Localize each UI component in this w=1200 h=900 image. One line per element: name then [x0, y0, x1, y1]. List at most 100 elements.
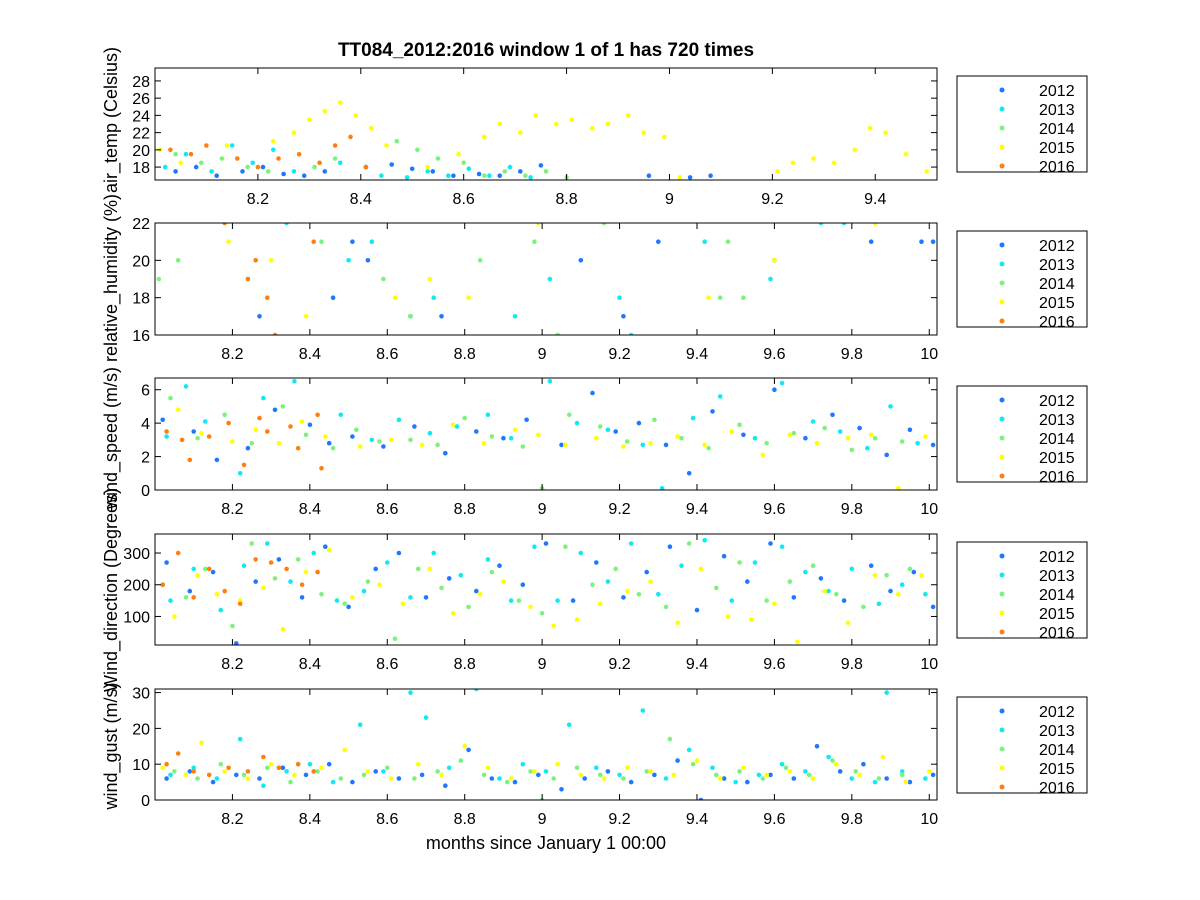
- point-2013: [752, 435, 758, 441]
- point-2013: [899, 582, 905, 587]
- x-tick-label: 10: [920, 501, 938, 518]
- x-tick-label: 8.8: [555, 191, 577, 208]
- point-2014: [830, 758, 835, 763]
- x-tick-label: 8.2: [247, 191, 269, 208]
- x-tick-label: 8.2: [221, 501, 243, 518]
- subplot-3: 8.2 8.4 8.6 8.8 9 9.2 9.4 9.6 9.8 10 0 2 4 6 wind_spee…: [101, 367, 1088, 518]
- point-2014: [435, 156, 441, 161]
- point-2012: [791, 776, 797, 781]
- y-tick-label: 4: [141, 416, 150, 433]
- point-2015: [648, 440, 653, 446]
- point-2012: [323, 544, 328, 549]
- axes-frame: [154, 377, 938, 491]
- point-2015: [924, 169, 929, 174]
- point-2016: [272, 332, 278, 335]
- point-2014: [714, 772, 719, 778]
- point-2014: [156, 276, 162, 282]
- legend-label: 2012: [1039, 549, 1075, 566]
- point-2013: [183, 151, 189, 157]
- point-2013: [686, 747, 692, 753]
- legend: 2012 2013 2014 2015 2016: [956, 541, 1088, 642]
- point-2012: [443, 783, 448, 788]
- x-tick-label: 10: [920, 811, 938, 828]
- point-2015: [845, 435, 851, 441]
- point-2013: [779, 380, 785, 386]
- point-2013: [261, 395, 266, 401]
- point-2012: [930, 442, 936, 448]
- point-2015: [601, 776, 607, 781]
- point-2013: [379, 173, 384, 178]
- point-2015: [178, 160, 183, 166]
- point-2013: [884, 690, 889, 695]
- point-2016: [268, 560, 274, 565]
- point-2014: [265, 169, 271, 174]
- point-2012: [559, 787, 564, 792]
- point-2015: [368, 126, 374, 131]
- point-2015: [365, 769, 371, 774]
- point-2015: [814, 440, 820, 446]
- y-tick-label: 300: [123, 546, 150, 563]
- point-2013: [164, 434, 169, 439]
- point-2014: [392, 636, 398, 641]
- point-2014: [338, 776, 344, 781]
- point-2015: [648, 579, 653, 584]
- point-2016: [179, 437, 185, 443]
- point-2012: [745, 779, 750, 785]
- point-2016: [295, 445, 301, 451]
- point-2012: [430, 169, 436, 174]
- point-2015: [741, 765, 746, 771]
- x-tick-label: 10: [920, 346, 938, 363]
- x-tick-label: 9.4: [686, 346, 708, 363]
- point-2014: [408, 314, 413, 319]
- point-2015: [392, 295, 398, 301]
- point-2014: [458, 758, 464, 763]
- point-2013: [338, 412, 344, 418]
- point-2016: [363, 164, 369, 170]
- legend-label: 2014: [1039, 431, 1075, 448]
- point-2014: [551, 776, 556, 781]
- x-tick-label: 8.8: [454, 346, 476, 363]
- point-2012: [396, 550, 402, 556]
- point-2012: [888, 588, 893, 594]
- legend-marker: [999, 454, 1005, 460]
- legend-marker: [999, 473, 1005, 479]
- point-2014: [667, 736, 673, 742]
- point-2013: [288, 579, 293, 584]
- point-2013: [532, 544, 537, 549]
- point-2013: [237, 736, 243, 742]
- point-2016: [164, 761, 169, 767]
- point-2014: [764, 598, 769, 603]
- point-2015: [605, 121, 610, 127]
- point-2014: [172, 769, 177, 774]
- legend: 2012 2013 2014 2015 2016: [956, 696, 1088, 797]
- point-2014: [714, 585, 719, 591]
- point-2012: [559, 442, 564, 448]
- point-2015: [795, 639, 800, 645]
- point-2015: [195, 572, 200, 578]
- x-tick-label: 8.4: [299, 656, 321, 673]
- point-2012: [276, 557, 282, 562]
- point-2013: [656, 592, 661, 597]
- x-tick-label: 9: [538, 656, 547, 673]
- point-2012: [675, 758, 680, 763]
- axes-frame: [154, 222, 938, 336]
- figure-title: TT084_2012:2016 window 1 of 1 has 720 ti…: [338, 40, 754, 61]
- point-2013: [605, 579, 611, 584]
- point-2015: [775, 169, 780, 174]
- legend-marker: [999, 416, 1005, 422]
- point-2014: [663, 604, 669, 610]
- point-2015: [748, 617, 754, 622]
- point-2012: [814, 744, 820, 749]
- point-2012: [768, 541, 773, 546]
- point-2014: [636, 592, 642, 597]
- point-2015: [237, 598, 243, 603]
- point-2015: [867, 126, 873, 131]
- point-2015: [160, 765, 165, 771]
- point-2013: [717, 394, 723, 399]
- x-tick-label: 8.6: [453, 191, 475, 208]
- point-2015: [532, 769, 537, 774]
- y-tick-label: 6: [141, 383, 150, 400]
- y-axis-label: wind_speed (m/s): [101, 367, 122, 510]
- point-2012: [497, 173, 503, 178]
- subplot-2: 8.2 8.4 8.6 8.8 9 9.2 9.4 9.6 9.8 10 16 18 20 22 relat…: [101, 194, 1088, 363]
